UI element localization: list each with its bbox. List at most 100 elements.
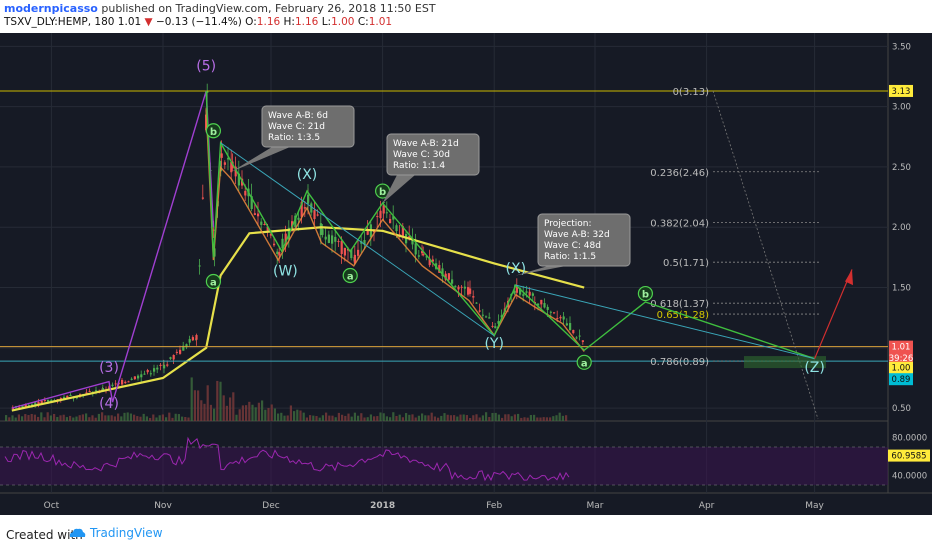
volume-bar [344, 415, 347, 421]
callout-line: Wave A-B: 21d [393, 139, 459, 149]
fib-level-label: 0.236(2.46) [650, 168, 709, 179]
candle-body [219, 160, 222, 172]
volume-bar [481, 415, 484, 421]
volume-bar [321, 415, 324, 421]
x-tick-label: 2018 [370, 501, 395, 511]
callout-tail [231, 147, 290, 172]
volume-bar [280, 412, 283, 421]
volume-bar [69, 415, 72, 421]
volume-bar [309, 415, 312, 421]
candle-body [234, 166, 237, 177]
volume-bar [161, 414, 164, 421]
candle-body [376, 216, 379, 218]
volume-bar [421, 413, 424, 421]
y-tick-label: 3.50 [892, 42, 911, 52]
candle-body [553, 312, 556, 314]
candle-body [382, 205, 385, 214]
volume-bar [267, 407, 270, 421]
wave-label: a [347, 271, 354, 282]
candle-body [163, 365, 166, 369]
callout-line: Wave C: 30d [393, 150, 450, 160]
volume-bar [526, 417, 529, 421]
volume-bar [155, 417, 158, 421]
volume-bar [331, 415, 334, 421]
footer: Created with TradingView [0, 515, 932, 550]
volume-bar [184, 416, 187, 421]
volume-bar [142, 413, 145, 421]
volume-bar [405, 413, 408, 421]
candle-body [497, 321, 500, 324]
candle-body [34, 402, 37, 406]
volume-bar [30, 413, 33, 421]
created-with-label: Created with [6, 528, 83, 542]
volume-bar [158, 415, 161, 421]
volume-bar [350, 416, 353, 421]
volume-bar [78, 415, 81, 421]
candle-body [414, 243, 417, 255]
low-value: 1.00 [331, 16, 355, 28]
volume-bar [485, 412, 488, 421]
volume-bar [56, 416, 59, 421]
candle-body [331, 235, 334, 244]
volume-bar [289, 405, 292, 421]
candle-body [237, 173, 240, 186]
author-link[interactable]: modernpicasso [4, 2, 98, 15]
volume-bar [430, 412, 433, 421]
candle-body [179, 349, 182, 354]
candle-body [353, 254, 356, 264]
volume-bar [555, 415, 558, 421]
volume-bar [315, 416, 318, 421]
candle-body [220, 153, 223, 158]
volume-bar [24, 414, 27, 421]
candle-body [146, 370, 149, 373]
candle-body [469, 288, 472, 294]
candle-body [300, 201, 303, 217]
candle-body [425, 256, 428, 258]
candle-body [454, 285, 457, 287]
callout-box [386, 133, 480, 176]
candle-body [310, 203, 313, 213]
candle-body [422, 253, 425, 256]
candle-body [114, 383, 117, 385]
volume-bar [97, 413, 100, 421]
volume-bar [488, 416, 491, 421]
candle-body [195, 335, 198, 340]
chart-svg[interactable]: Oct Nov Dec 2018 Feb Mar Apr May 3.50 3.00 2.50 2.0… [0, 33, 932, 515]
price-axis-tag [889, 340, 913, 353]
volume-bar [222, 395, 225, 421]
volume-bar [241, 405, 244, 421]
candle-body [559, 316, 562, 319]
volume-bar [382, 413, 385, 421]
tradingview-logo[interactable]: TradingView [68, 526, 163, 540]
wave-label: b [642, 290, 649, 301]
volume-bar [245, 405, 248, 421]
last-price: 1.01 [117, 16, 142, 28]
candle-body [327, 234, 330, 244]
volume-bar [296, 409, 299, 421]
chart-area[interactable]: Oct Nov Dec 2018 Feb Mar Apr May 3.50 3.00 2.50 2.0… [0, 33, 932, 515]
volume-bar [494, 412, 497, 421]
price-axis-tag-label: 39:26 [889, 354, 914, 364]
volume-bar [219, 381, 222, 421]
candle-body [108, 386, 111, 389]
candle-body [460, 286, 463, 288]
volume-bar [325, 412, 328, 421]
volume-bar [459, 414, 462, 421]
candle-body [284, 233, 287, 245]
candle-body [366, 229, 369, 235]
volume-bar [110, 415, 113, 421]
y-tick-label: 3.00 [892, 103, 911, 113]
candle-body [124, 381, 127, 384]
fib-level-label: 0(3.13) [673, 87, 710, 98]
volume-bar [149, 417, 152, 421]
moving-average-line [11, 226, 585, 412]
fib-level-label: 0.65(1.28) [657, 310, 709, 321]
candle-body [269, 233, 272, 236]
y-tick-label: 0.50 [892, 404, 911, 414]
volume-bar [360, 413, 363, 421]
candle-body [253, 213, 256, 215]
candle-body [389, 218, 392, 224]
price-axis-tag-label: 1.00 [892, 364, 911, 374]
candle-body [281, 238, 284, 249]
volume-bar [414, 417, 417, 421]
